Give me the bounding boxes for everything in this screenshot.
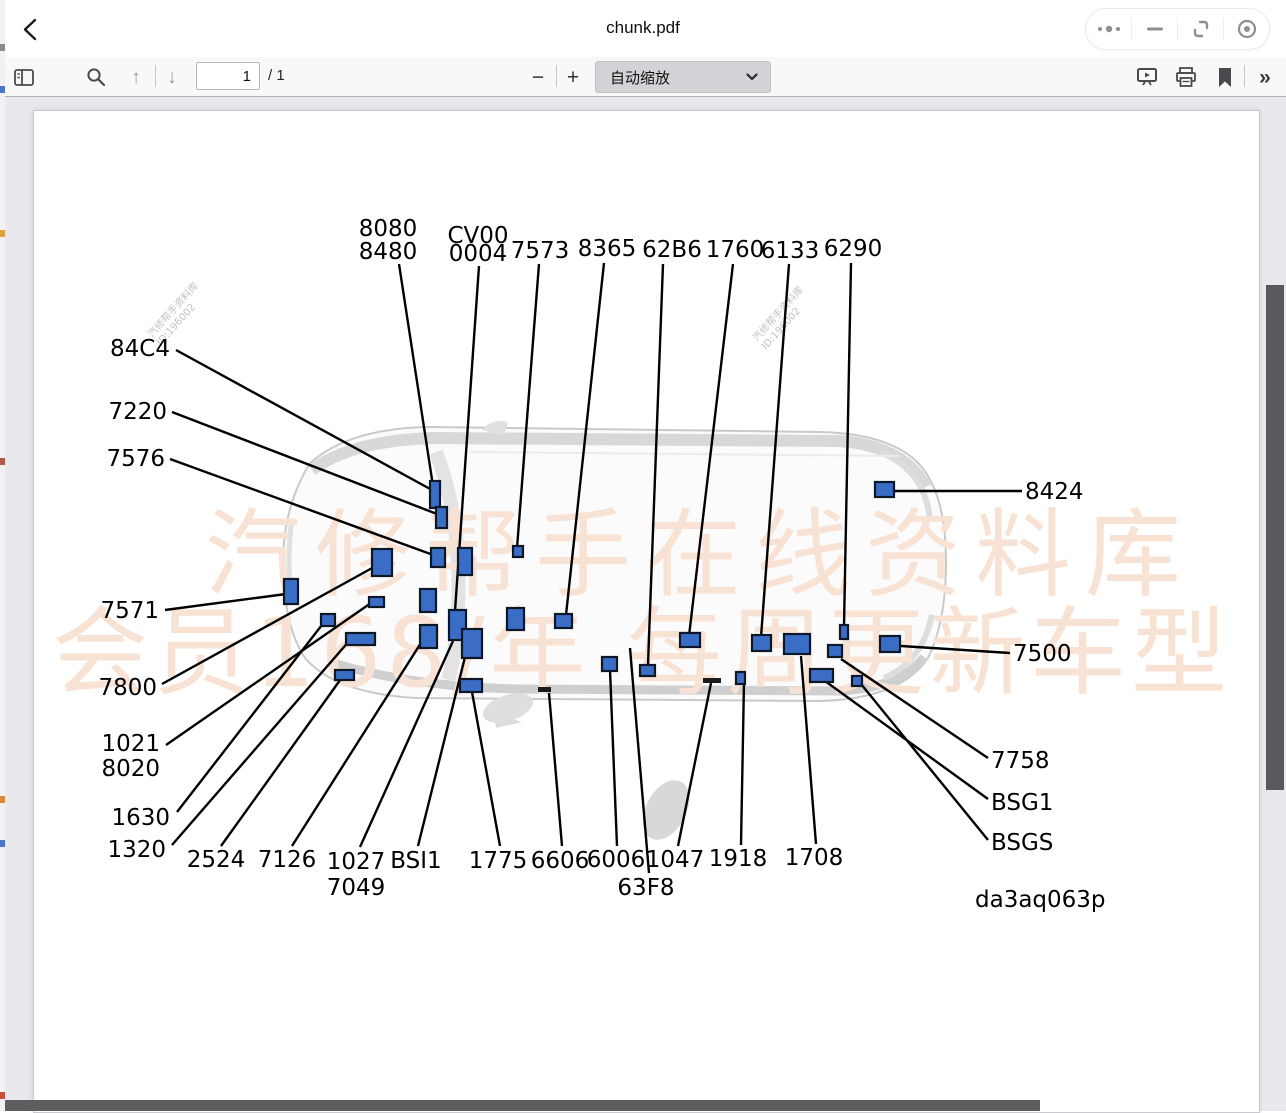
more-options-icon	[1097, 25, 1120, 33]
minimize-icon	[1146, 27, 1163, 31]
toolbar-separator	[155, 65, 156, 87]
circle-dot-button[interactable]	[1224, 9, 1269, 49]
chevron-down-icon	[746, 73, 758, 81]
pdf-toolbar: ↑ ↓ / 1 − + 自动缩放 »	[0, 57, 1286, 97]
sliver-speck	[0, 86, 5, 93]
sliver-speck	[0, 458, 5, 465]
window-title: chunk.pdf	[606, 18, 680, 37]
minimize-button[interactable]	[1132, 9, 1177, 49]
scrollbar-thumb[interactable]	[1266, 285, 1284, 790]
zoom-select-value: 自动缩放	[610, 69, 671, 87]
sliver-speck	[0, 840, 5, 847]
sliver-speck	[0, 1092, 5, 1099]
page-count-label: / 1	[268, 67, 285, 84]
back-button[interactable]	[16, 14, 46, 44]
search-button[interactable]	[84, 65, 108, 89]
presentation-mode-icon	[1137, 68, 1157, 86]
back-chevron-icon	[23, 18, 37, 41]
background-window-sliver	[0, 0, 5, 1111]
pill-separator	[1131, 18, 1132, 40]
zoom-out-icon: −	[531, 65, 545, 89]
print-icon	[1176, 67, 1196, 87]
circle-dot-icon	[1237, 19, 1256, 39]
page-down-button[interactable]: ↓	[160, 65, 184, 89]
sidebar-toggle-icon	[14, 68, 34, 86]
more-options-button[interactable]	[1086, 9, 1131, 49]
toolbar-separator	[1244, 65, 1245, 87]
more-tools-icon: »	[1259, 65, 1271, 89]
page-up-button[interactable]: ↑	[124, 65, 148, 89]
zoom-select[interactable]: 自动缩放	[595, 61, 771, 93]
restore-window-button[interactable]	[1178, 9, 1223, 49]
bookmark-button[interactable]	[1212, 64, 1238, 90]
page-up-icon: ↑	[131, 66, 141, 88]
pill-separator	[1177, 18, 1178, 40]
sliver-speck	[0, 230, 5, 237]
print-button[interactable]	[1173, 64, 1199, 90]
pill-separator	[1223, 18, 1224, 40]
background-window-edge	[0, 1100, 1040, 1111]
sliver-speck	[0, 44, 5, 51]
zoom-in-icon: +	[566, 65, 580, 89]
zoom-out-button[interactable]: −	[526, 65, 550, 89]
bookmark-icon	[1219, 67, 1231, 87]
zoom-in-button[interactable]: +	[561, 65, 585, 89]
sidebar-toggle-button[interactable]	[12, 65, 36, 89]
window-controls	[1085, 8, 1270, 50]
presentation-mode-button[interactable]	[1134, 64, 1160, 90]
sliver-speck	[0, 796, 5, 803]
title-bar: chunk.pdf	[0, 0, 1286, 57]
toolbar-separator	[556, 65, 557, 87]
pdf-page	[33, 110, 1260, 1113]
page-down-icon: ↓	[167, 66, 177, 88]
search-icon	[87, 68, 106, 87]
more-tools-button[interactable]: »	[1252, 64, 1278, 90]
restore-window-icon	[1193, 20, 1208, 38]
page-number-input[interactable]	[196, 62, 260, 90]
